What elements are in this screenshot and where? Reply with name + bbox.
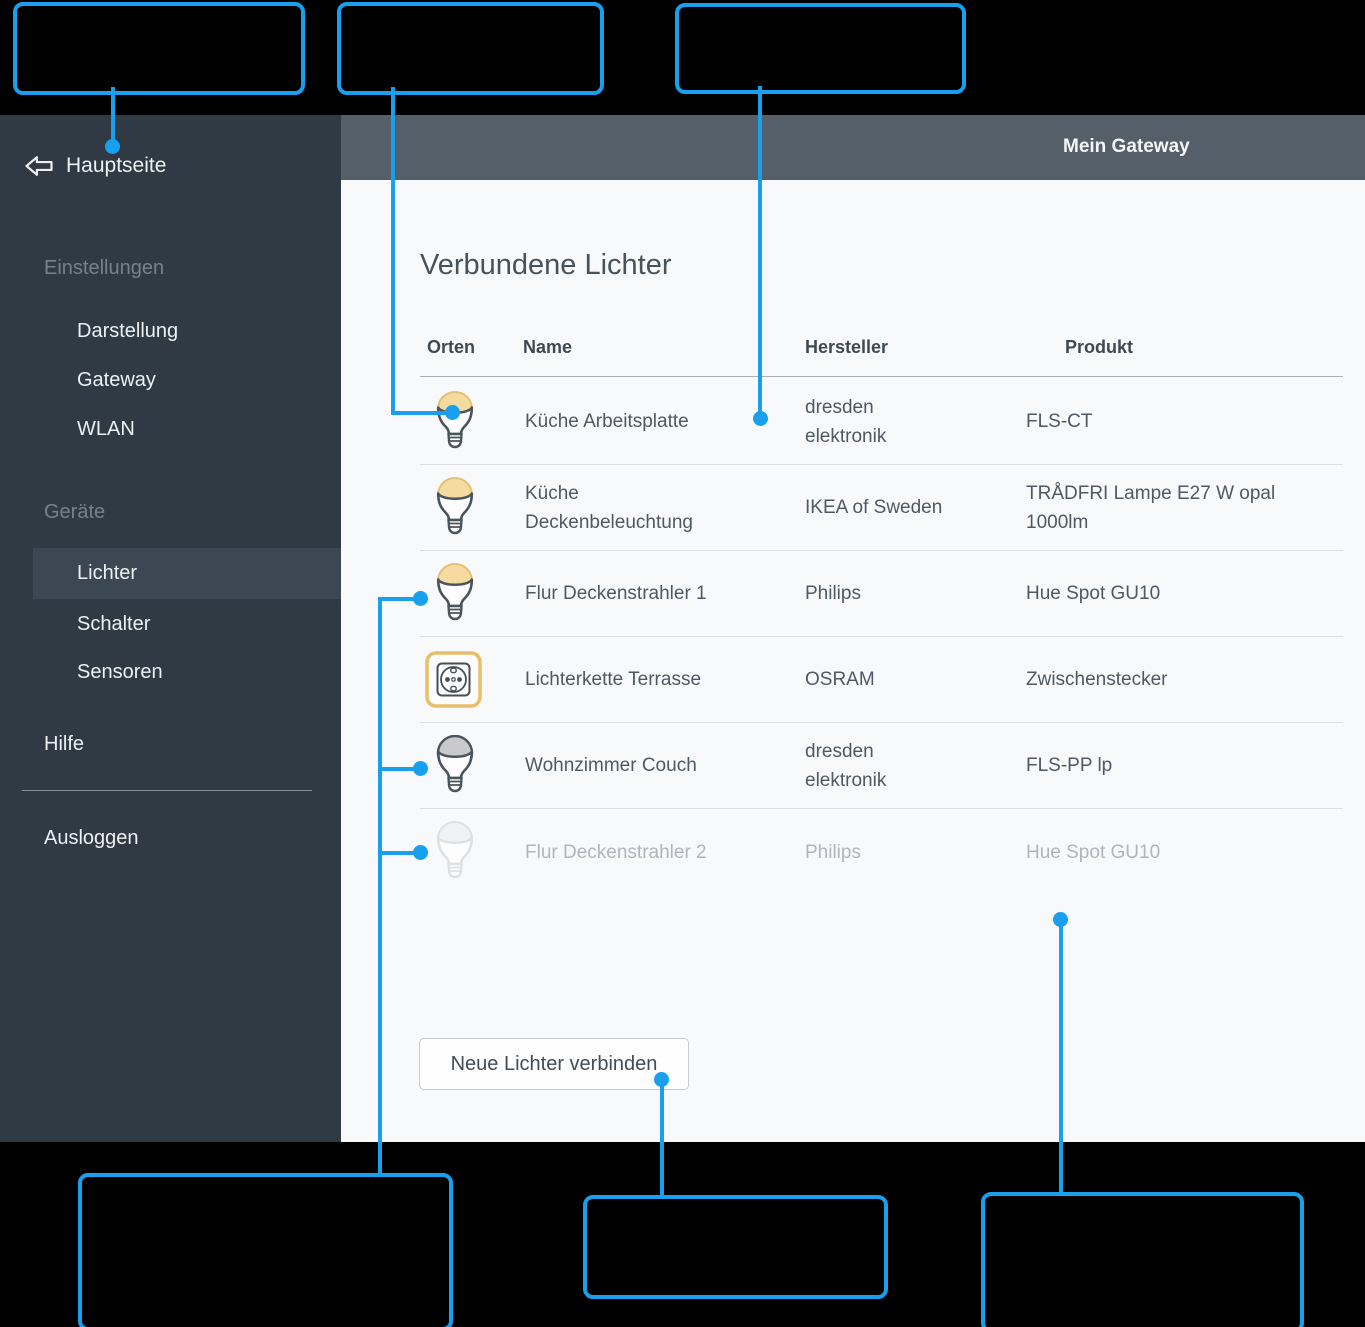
column-header-name: Name (523, 337, 573, 357)
top-bar (341, 115, 1365, 180)
connect-new-lights-button[interactable]: Neue Lichter verbinden (419, 1038, 689, 1090)
column-header-orten: Orten (427, 337, 476, 357)
gateway-title: Mein Gateway (1063, 136, 1190, 157)
light-manufacturer: dresden elektronik (805, 740, 887, 791)
table-row[interactable]: Küche Arbeitsplatte dresden elektronik F… (420, 379, 1343, 465)
callout-box-top-left (13, 2, 305, 95)
light-product: Hue Spot GU10 (1026, 841, 1161, 863)
light-name: Flur Deckenstrahler 1 (525, 583, 707, 604)
light-manufacturer: IKEA of Sweden (805, 497, 943, 518)
callout-box-bottom-middle (583, 1195, 888, 1299)
light-product: FLS-PP lp (1026, 755, 1113, 776)
sidebar-item-ausloggen[interactable]: Ausloggen (44, 827, 139, 849)
sidebar-item-darstellung[interactable]: Darstellung (77, 320, 179, 342)
app-window: Hauptseite Einstellungen Darstellung Gat… (0, 115, 1365, 1142)
power-socket-icon (425, 651, 482, 708)
lights-table: Küche Arbeitsplatte dresden elektronik F… (420, 379, 1343, 895)
table-row[interactable]: Lichterkette Terrasse OSRAM Zwischenstec… (420, 637, 1343, 723)
callout-box-bottom-right (981, 1192, 1304, 1327)
callout-box-top-right (675, 3, 966, 94)
table-header-divider (420, 376, 1343, 377)
light-bulb-on-icon (436, 562, 474, 620)
light-bulb-unreachable-icon (436, 821, 474, 879)
sidebar-item-schalter[interactable]: Schalter (77, 613, 151, 635)
selected-item-highlight (33, 548, 341, 599)
column-header-hersteller: Hersteller (805, 337, 889, 357)
light-manufacturer: OSRAM (805, 669, 875, 690)
callout-box-bottom-left (78, 1173, 453, 1327)
sidebar: Hauptseite Einstellungen Darstellung Gat… (0, 115, 341, 1142)
light-name: Küche Arbeitsplatte (525, 411, 689, 432)
light-bulb-off-icon (436, 734, 474, 792)
sidebar-item-hilfe[interactable]: Hilfe (44, 733, 85, 755)
light-name: Küche Deckenbeleuchtung (525, 482, 693, 533)
table-row[interactable]: Wohnzimmer Couch dresden elektronik FLS-… (420, 723, 1343, 809)
section-header-devices: Geräte (44, 501, 106, 523)
light-product: Hue Spot GU10 (1026, 583, 1161, 604)
sidebar-item-gateway[interactable]: Gateway (77, 369, 156, 391)
light-product: TRÅDFRI Lampe E27 W opal 1000lm (1026, 482, 1276, 533)
table-row[interactable]: Flur Deckenstrahler 1 Philips Hue Spot G… (420, 551, 1343, 637)
light-bulb-on-icon (436, 390, 474, 448)
section-header-settings: Einstellungen (44, 257, 165, 279)
callout-box-top-middle (337, 2, 604, 95)
light-name: Flur Deckenstrahler 2 (525, 841, 707, 863)
page-title: Verbundene Lichter (420, 249, 672, 281)
light-manufacturer: Philips (805, 583, 861, 604)
light-bulb-on-icon (436, 476, 474, 534)
light-manufacturer: Philips (805, 841, 861, 863)
table-row[interactable]: Flur Deckenstrahler 2 Philips Hue Spot G… (420, 809, 1343, 895)
back-to-home-link[interactable]: Hauptseite (24, 154, 166, 178)
light-product: FLS-CT (1026, 411, 1093, 432)
table-row[interactable]: Küche Deckenbeleuchtung IKEA of Sweden T… (420, 465, 1343, 551)
light-product: Zwischenstecker (1026, 669, 1168, 690)
light-name: Wohnzimmer Couch (525, 755, 697, 776)
sidebar-item-lichter[interactable]: Lichter (77, 562, 138, 584)
light-name: Lichterkette Terrasse (525, 669, 702, 690)
back-link-label: Hauptseite (66, 154, 167, 177)
light-manufacturer: dresden elektronik (805, 396, 887, 447)
sidebar-item-sensoren[interactable]: Sensoren (77, 661, 163, 683)
sidebar-divider (22, 790, 312, 791)
sidebar-item-wlan[interactable]: WLAN (77, 418, 135, 440)
column-header-produkt: Produkt (1065, 337, 1134, 357)
arrow-left-icon (25, 156, 53, 176)
